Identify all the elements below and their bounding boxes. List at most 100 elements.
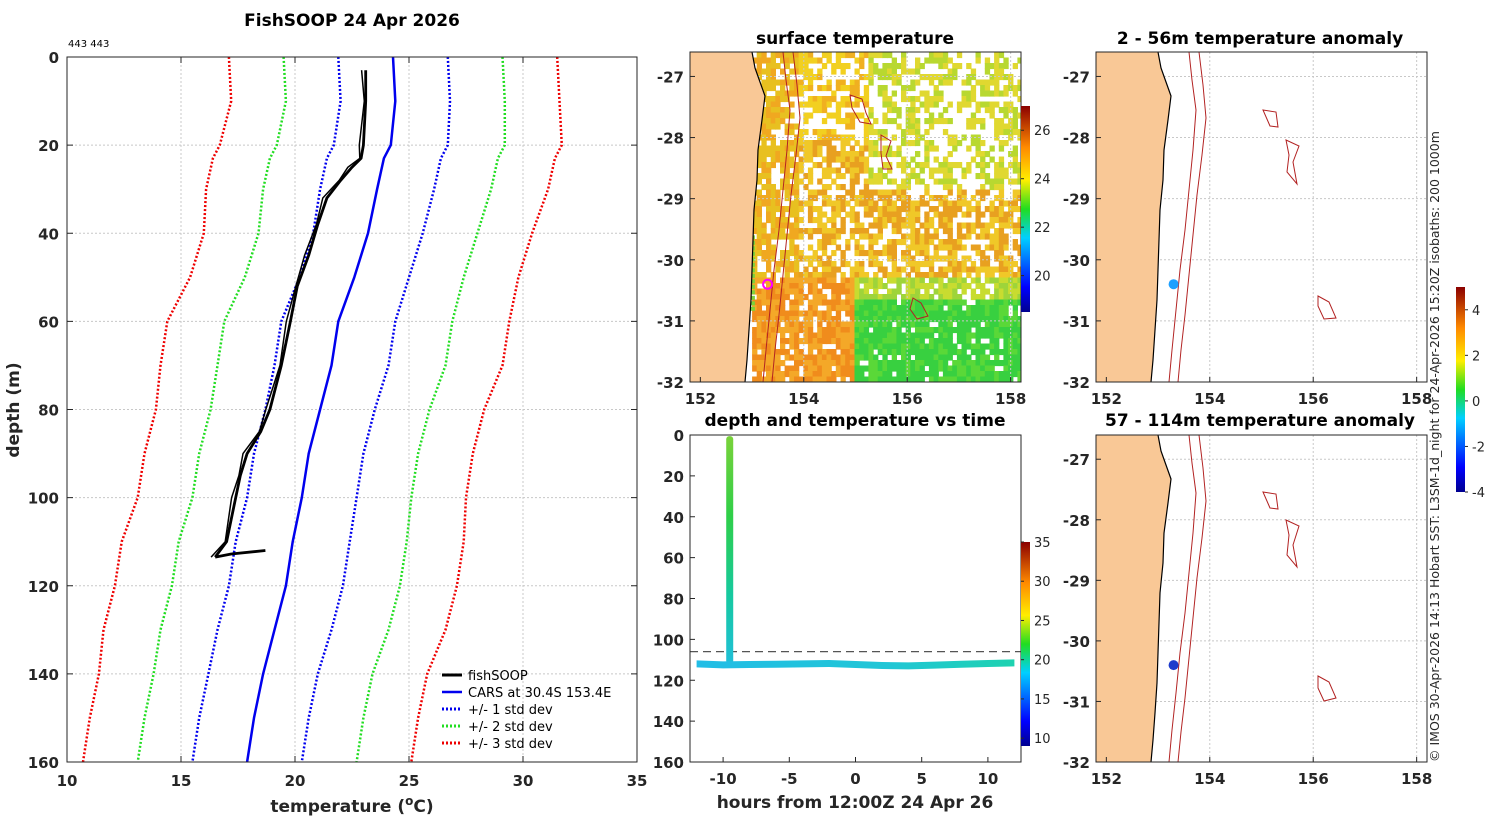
sst-cell [752, 382, 757, 388]
sst-cell [998, 178, 1005, 185]
sst-cell [752, 332, 758, 339]
time-ytick-label: 40 [663, 509, 684, 527]
sst-cell [919, 261, 925, 268]
sst-cell [947, 299, 953, 306]
sst-cell [789, 129, 795, 136]
sst-cell [1017, 371, 1021, 378]
sst-cell [989, 63, 995, 70]
sst-cell [989, 74, 995, 81]
sst-cell [826, 283, 832, 290]
sst-cell [961, 233, 967, 240]
sst-cell [915, 178, 921, 185]
sst-cell [915, 217, 921, 224]
sst-cell [831, 239, 837, 246]
sst-cell [770, 140, 776, 147]
sst-cell [826, 327, 832, 334]
sst-cell [980, 211, 986, 218]
sst-cell [989, 156, 995, 163]
sst-cell [1017, 338, 1021, 345]
sst-cell [905, 211, 911, 218]
sst-cell [956, 200, 963, 207]
sst-cell [910, 211, 916, 218]
sst-cell [831, 68, 837, 75]
sst-cell [831, 167, 837, 174]
sst-cell [938, 327, 944, 334]
sst-cell [845, 151, 851, 158]
sst-cell [770, 156, 776, 163]
sst-cell [849, 211, 856, 218]
sst-cell [984, 343, 991, 350]
sst-cell [1012, 288, 1018, 295]
sst-cell [775, 63, 781, 70]
sst-cell [961, 261, 967, 268]
sst-cell [761, 173, 767, 180]
sst-cell [877, 85, 883, 92]
sst-cell [933, 195, 939, 202]
sst-cell [780, 338, 786, 345]
sst-cell [784, 266, 790, 273]
sst-cell [924, 288, 930, 295]
profile-xtick-label: 10 [57, 772, 78, 790]
sst-cell [887, 74, 893, 81]
sst-cell [928, 299, 935, 306]
sst-cell [789, 299, 795, 306]
sst-cell [933, 145, 939, 152]
surface-land [690, 52, 765, 382]
sst-cell [989, 211, 995, 218]
sst-cell [780, 178, 786, 185]
sst-cell [998, 195, 1005, 202]
time-axes-box [689, 434, 1022, 763]
sst-cell [770, 85, 776, 92]
sst-cell [1012, 316, 1018, 323]
sst-cell [928, 145, 935, 152]
sst-cell [826, 96, 832, 103]
sst-cell [910, 261, 916, 268]
sst-cell [826, 112, 832, 119]
sst-cell [826, 332, 832, 339]
sst-cell [794, 338, 800, 345]
sst-cell [961, 96, 967, 103]
sst-cell [770, 244, 776, 251]
sst-cell [840, 349, 846, 356]
profile-xtick-label: 25 [399, 772, 420, 790]
sst-cell [924, 233, 930, 240]
sst-cell [919, 376, 925, 382]
sst-cell [915, 123, 921, 130]
sst-cell [928, 101, 935, 108]
sst-cell [840, 173, 846, 180]
sst-cell [807, 327, 814, 334]
sst-cell [928, 118, 935, 125]
sst-cell [1012, 162, 1018, 169]
sst-cell [789, 222, 795, 229]
sst-cell [798, 134, 804, 141]
sst-cell [780, 255, 786, 262]
sst-cell [891, 305, 897, 312]
sst-cell [989, 343, 995, 350]
sst-cell [998, 233, 1005, 240]
sst-cell [933, 85, 939, 92]
sst-cell [942, 79, 949, 86]
sst-cell [863, 376, 870, 382]
sst-cell [1003, 382, 1008, 388]
sst-cell [766, 250, 772, 257]
sst-cell [1017, 85, 1021, 92]
sst-cell [863, 52, 870, 59]
sst-cell [873, 327, 879, 334]
sst-cell [910, 140, 916, 147]
sst-cell [849, 228, 856, 235]
sst-cell [989, 217, 995, 224]
sst-cell [826, 371, 832, 378]
sst-cell [947, 178, 953, 185]
sst-cell [961, 338, 967, 345]
sst-cell [910, 288, 916, 295]
sst-cell [924, 189, 930, 196]
sst-cell [966, 118, 972, 125]
sst-cell [887, 371, 893, 378]
sst-cell [998, 217, 1005, 224]
profile-grid [67, 57, 637, 762]
sst-cell [854, 228, 860, 235]
sst-cell [798, 228, 804, 235]
sst-cell [817, 365, 823, 372]
sst-cell [780, 112, 786, 119]
sst-cell [766, 382, 771, 388]
